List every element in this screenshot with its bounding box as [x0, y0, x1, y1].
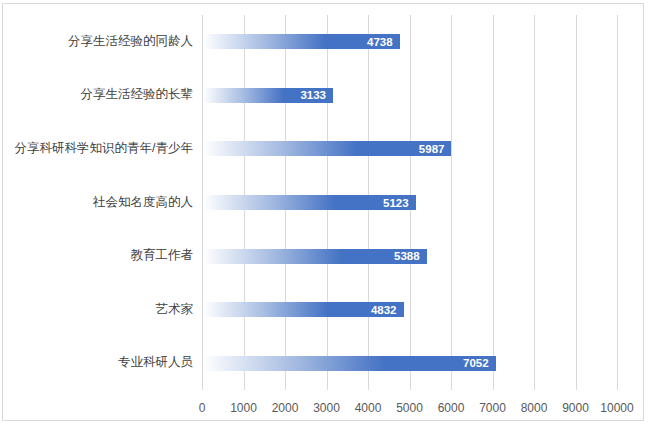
category-label: 分享生活经验的长辈: [3, 86, 193, 103]
bar-6: 7052: [203, 356, 496, 371]
bar-value-label: 4832: [371, 304, 397, 316]
gridline-7000: [493, 15, 494, 390]
gridline-9000: [576, 15, 577, 390]
bar-value-label: 3133: [300, 89, 326, 101]
bar-2: 5987: [203, 141, 451, 156]
category-label: 艺术家: [3, 301, 193, 318]
bar-value-label: 4738: [367, 36, 393, 48]
bar-value-label: 5388: [394, 250, 420, 262]
bar-3: 5123: [203, 195, 416, 210]
horizontal-bar-chart: 4738 分享生活经验的同龄人 3133 分享生活经验的长辈 5987 分享科研科学知识的…: [0, 0, 650, 427]
bar-4: 5388: [203, 249, 427, 264]
bar-5: 4832: [203, 302, 404, 317]
category-label: 分享科研科学知识的青年/青少年: [3, 140, 193, 157]
category-label: 分享生活经验的同龄人: [3, 33, 193, 50]
category-label: 教育工作者: [3, 247, 193, 264]
gridline-6000: [451, 15, 452, 390]
bar-value-label: 7052: [463, 357, 489, 369]
gridline-8000: [534, 15, 535, 390]
gridline-10000: [617, 15, 618, 390]
bar-0: 4738: [203, 34, 400, 49]
category-label: 专业科研人员: [3, 354, 193, 371]
bar-value-label: 5987: [419, 143, 445, 155]
bar-value-label: 5123: [383, 197, 409, 209]
bar-1: 3133: [203, 88, 333, 103]
x-tick-label: 10000: [587, 401, 647, 415]
category-label: 社会知名度高的人: [3, 194, 193, 211]
